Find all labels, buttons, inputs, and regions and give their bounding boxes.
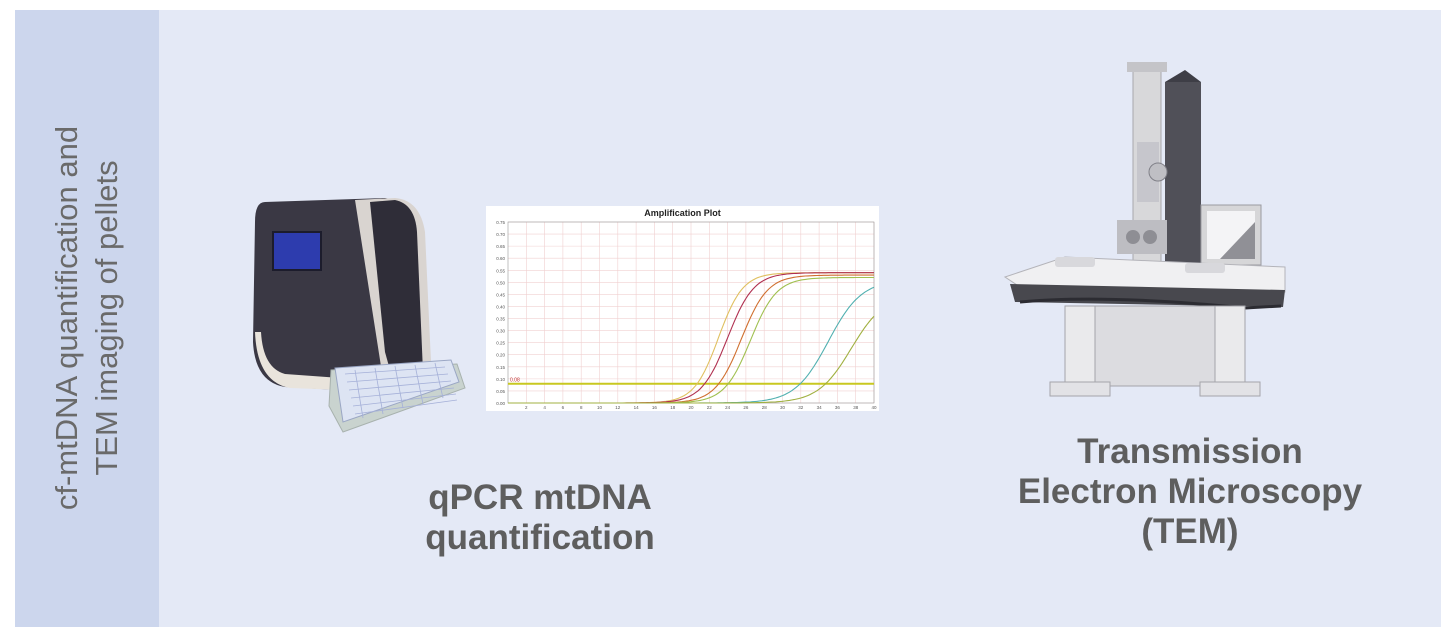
y-tick-label: 0.75 bbox=[496, 220, 505, 225]
qpcr-machine-icon bbox=[253, 198, 466, 433]
y-tick-label: 0.55 bbox=[496, 268, 505, 273]
amplification-plot-panel: Amplification Plot 0.00 0.05 0.10 0.15 0.20 0… bbox=[486, 206, 879, 411]
x-tick-label: 40 bbox=[871, 405, 877, 410]
y-tick-label: 0.30 bbox=[496, 329, 505, 334]
y-tick-label: 0.45 bbox=[496, 292, 505, 297]
y-tick-label: 0.20 bbox=[496, 353, 505, 358]
x-tick-label: 38 bbox=[853, 405, 859, 410]
x-tick-label: 14 bbox=[634, 405, 640, 410]
amplification-plot: 0.00 0.05 0.10 0.15 0.20 0.25 0.30 0.35 0.40 0.45… bbox=[496, 220, 877, 410]
side-label-band bbox=[15, 10, 159, 627]
x-tick-label: 24 bbox=[725, 405, 731, 410]
qpcr-caption-line-1: qPCR mtDNA bbox=[428, 478, 652, 517]
x-tick-label: 6 bbox=[562, 405, 565, 410]
x-tick-label: 8 bbox=[580, 405, 583, 410]
x-tick-label: 10 bbox=[597, 405, 603, 410]
x-tick-label: 26 bbox=[743, 405, 749, 410]
x-tick-label: 30 bbox=[780, 405, 786, 410]
chart-title: Amplification Plot bbox=[644, 208, 721, 218]
electron-microscope-icon bbox=[1003, 62, 1286, 397]
tem-caption-line-2: Electron Microscopy bbox=[1017, 472, 1363, 511]
x-tick-label: 2 bbox=[525, 405, 528, 410]
x-tick-label: 36 bbox=[835, 405, 841, 410]
side-title-line-1: cf-mtDNA quantification and bbox=[49, 125, 84, 511]
x-tick-label: 32 bbox=[798, 405, 804, 410]
amplification-curve bbox=[508, 315, 875, 404]
tem-caption-line-1: Transmission bbox=[1077, 432, 1303, 471]
y-tick-label: 0.50 bbox=[496, 280, 505, 285]
x-tick-label: 4 bbox=[543, 405, 546, 410]
y-tick-label: 0.70 bbox=[496, 232, 505, 237]
y-tick-label: 0.40 bbox=[496, 304, 505, 309]
y-tick-label: 0.65 bbox=[496, 244, 505, 249]
side-title: cf-mtDNA quantification and TEM imaging … bbox=[47, 18, 127, 618]
x-tick-label: 22 bbox=[707, 405, 713, 410]
y-tick-label: 0.00 bbox=[496, 401, 505, 406]
x-tick-label: 34 bbox=[817, 405, 823, 410]
y-tick-label: 0.35 bbox=[496, 317, 505, 322]
y-tick-label: 0.15 bbox=[496, 365, 505, 370]
x-tick-label: 28 bbox=[762, 405, 768, 410]
x-tick-label: 16 bbox=[652, 405, 658, 410]
y-tick-label: 0.60 bbox=[496, 256, 505, 261]
tem-caption: Transmission Electron Microscopy (TEM) bbox=[960, 432, 1420, 552]
x-tick-label: 12 bbox=[615, 405, 621, 410]
x-tick-label: 18 bbox=[670, 405, 676, 410]
y-tick-label: 0.10 bbox=[496, 377, 505, 382]
threshold-label: 0.08 bbox=[510, 378, 520, 384]
qpcr-caption-line-2: quantification bbox=[425, 518, 655, 557]
qpcr-caption: qPCR mtDNA quantification bbox=[340, 478, 740, 558]
y-tick-label: 0.05 bbox=[496, 389, 505, 394]
x-tick-label: 20 bbox=[688, 405, 694, 410]
tem-caption-line-3: (TEM) bbox=[1141, 512, 1239, 551]
side-title-line-2: TEM imaging of pellets bbox=[89, 160, 124, 476]
y-tick-label: 0.25 bbox=[496, 341, 505, 346]
